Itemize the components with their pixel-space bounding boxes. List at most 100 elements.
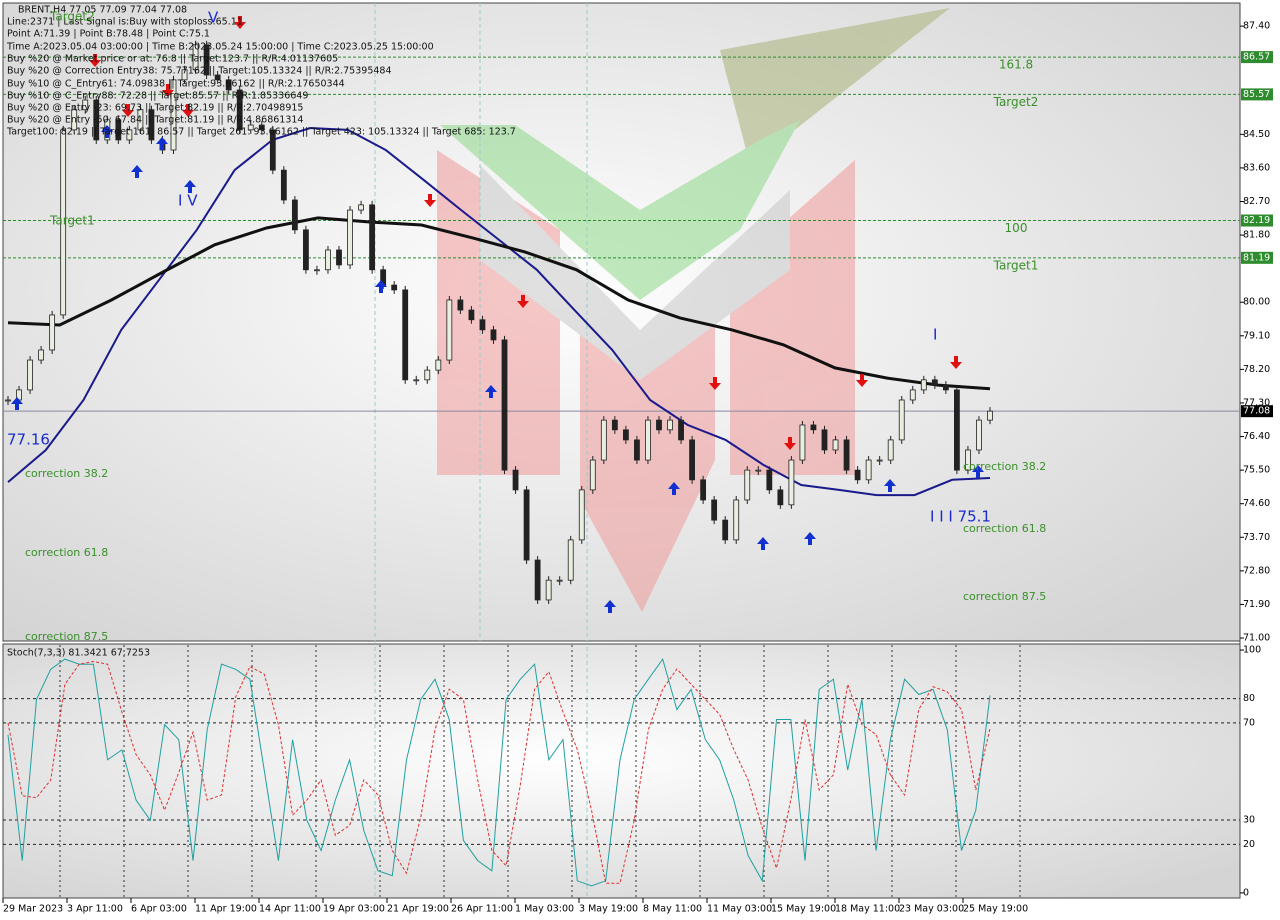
y-tick-label: 20 [1243,839,1255,850]
candle [236,89,243,131]
annotation: correction 38.2 [963,460,1046,473]
candle [965,449,971,471]
candle [755,469,762,472]
annotation: correction 87.5 [963,590,1046,603]
wave-label: I [933,326,937,344]
sell-arrow [709,377,721,390]
x-tick-label: 19 Apr 03:00 [323,904,385,915]
candle [247,124,254,131]
x-tick-label: 1 May 03:00 [515,904,574,915]
candle [71,109,78,131]
y-tick-label: 0 [1243,887,1249,898]
candle [622,429,629,441]
candle [5,399,11,402]
info-line: Buy %20 @ Market price or at: 76.8 || Ta… [7,54,338,65]
candle [137,109,144,131]
x-tick-label: 29 Mar 2023 [3,904,63,915]
price-box-label: 82.19 [1243,215,1270,226]
candle [744,469,751,501]
x-tick-label: 14 Apr 11:00 [259,904,321,915]
info-line: Buy %20 @ Correction Entry38: 75.77162 |… [7,66,392,77]
sell-arrow [424,194,436,207]
candle [777,489,784,506]
sell-arrow [784,437,796,450]
price-box [1241,51,1273,64]
buy-arrow [757,537,769,550]
price-box-label: 81.19 [1243,252,1270,263]
candle [413,379,420,382]
candle [170,79,177,151]
candle [810,424,817,431]
price-box [1241,88,1273,101]
level-label: Target2 [993,95,1039,109]
info-line: Buy %10 @ C_Entry61: 74.09838 || Target:… [7,79,345,90]
candle [887,439,894,461]
y-tick-label: 30 [1243,815,1255,826]
price-box-label: 86.57 [1243,52,1270,63]
buy-arrow [184,180,196,193]
candle [556,579,563,582]
candle [303,229,309,271]
y-tick-label: 70 [1243,717,1255,728]
sell-arrow [950,356,962,369]
y-tick-label: 78.20 [1243,364,1270,375]
y-tick-label: 81.80 [1243,230,1270,241]
y-tick-label: 83.60 [1243,162,1270,173]
candle [49,314,56,351]
candle [269,129,276,171]
y-tick-label: 80 [1243,693,1255,704]
x-tick-label: 8 May 11:00 [643,904,702,915]
candle [402,289,409,381]
sell-arrow [234,16,246,29]
candle [435,359,442,371]
wave-label: V [208,9,219,27]
sell-arrow [517,295,529,308]
buy-arrow [131,165,143,178]
buy-arrow [101,125,113,138]
candle [722,519,729,541]
candle [909,389,916,401]
annotation: correction 61.8 [963,522,1046,535]
info-line: Point A:71.39 | Point B:78.48 | Point C:… [7,29,210,40]
candle [214,74,221,81]
indicator-line [7,657,991,887]
annotation: correction 38.2 [25,467,108,480]
candle [589,459,596,491]
candle [976,419,982,451]
candle [689,439,695,481]
sell-arrow [89,54,101,67]
candle [931,379,938,386]
y-tick-label: 82.70 [1243,196,1270,207]
level-label: Target1 [993,258,1039,272]
candle [280,169,287,201]
candle [93,99,100,141]
y-tick-label: 87.40 [1243,21,1270,32]
candle [600,419,607,461]
stoch-title: Stoch(7,3,3) 81.3421 67.7253 [7,648,150,659]
price-box [1241,251,1273,264]
candle [148,109,155,141]
buy-arrow [485,385,497,398]
y-tick-label: 75.50 [1243,465,1270,476]
watermark-logo [437,8,950,612]
annotation: correction 61.8 [25,546,108,559]
candle [545,579,552,601]
candle [391,284,398,291]
candle [700,479,707,501]
candle [567,539,574,581]
indicator-line [7,660,991,884]
y-tick-label: 76.40 [1243,431,1270,442]
candle [479,319,486,331]
candle [490,329,497,341]
candle [799,424,806,461]
y-tick-label: 74.60 [1243,498,1270,509]
x-tick-label: 11 Apr 19:00 [195,904,257,915]
candle [788,459,795,506]
candle [656,419,662,431]
candle [953,389,960,471]
buy-arrow [972,465,984,478]
candle [115,119,122,141]
annotation: Target2 [49,10,95,24]
sell-arrow [122,104,134,117]
candle [711,499,718,521]
